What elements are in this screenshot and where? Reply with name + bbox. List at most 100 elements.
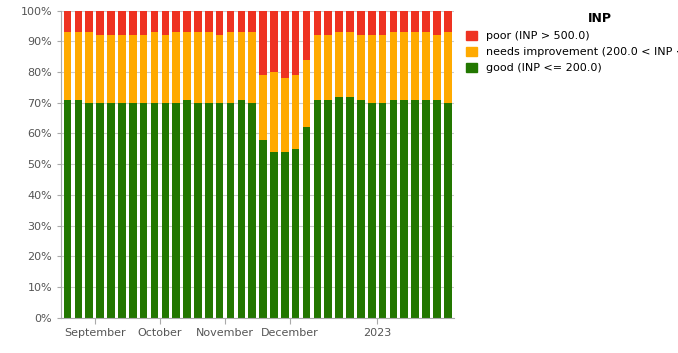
Bar [346, 97, 354, 318]
Bar [314, 100, 321, 318]
Bar [226, 32, 235, 103]
Bar [96, 103, 104, 318]
Bar [140, 35, 147, 103]
Bar [336, 11, 343, 32]
Bar [422, 11, 430, 32]
Bar [129, 11, 136, 35]
Bar [292, 149, 300, 318]
Bar [161, 11, 169, 35]
Bar [259, 139, 267, 318]
Bar [85, 32, 93, 103]
Bar [237, 32, 245, 100]
Bar [401, 100, 408, 318]
Bar [433, 11, 441, 35]
Bar [85, 103, 93, 318]
Bar [151, 103, 158, 318]
Bar [205, 103, 213, 318]
Bar [390, 32, 397, 100]
Bar [281, 152, 289, 318]
Bar [96, 35, 104, 103]
Bar [151, 11, 158, 32]
Bar [172, 11, 180, 32]
Bar [161, 35, 169, 103]
Bar [64, 11, 71, 32]
Bar [379, 35, 386, 103]
Bar [118, 35, 125, 103]
Bar [281, 78, 289, 152]
Bar [161, 103, 169, 318]
Bar [401, 11, 408, 32]
Bar [412, 11, 419, 32]
Bar [325, 11, 332, 35]
Bar [357, 100, 365, 318]
Bar [390, 11, 397, 32]
Bar [129, 35, 136, 103]
Bar [292, 75, 300, 149]
Bar [85, 11, 93, 32]
Bar [259, 11, 267, 75]
Bar [129, 103, 136, 318]
Bar [140, 103, 147, 318]
Bar [183, 100, 191, 318]
Bar [302, 11, 311, 60]
Bar [314, 35, 321, 100]
Bar [205, 32, 213, 103]
Bar [194, 11, 201, 32]
Bar [390, 100, 397, 318]
Bar [237, 11, 245, 32]
Bar [336, 97, 343, 318]
Bar [357, 11, 365, 35]
Bar [346, 32, 354, 97]
Legend: poor (INP > 500.0), needs improvement (200.0 < INP <= 500.0), good (INP <= 200.0: poor (INP > 500.0), needs improvement (2… [464, 10, 678, 76]
Bar [314, 11, 321, 35]
Bar [325, 35, 332, 100]
Bar [325, 100, 332, 318]
Bar [401, 32, 408, 100]
Bar [270, 11, 278, 72]
Bar [194, 103, 201, 318]
Bar [259, 75, 267, 139]
Bar [216, 11, 224, 35]
Bar [237, 100, 245, 318]
Bar [433, 35, 441, 100]
Bar [346, 11, 354, 32]
Bar [226, 103, 235, 318]
Bar [444, 11, 452, 32]
Bar [368, 103, 376, 318]
Bar [412, 32, 419, 100]
Bar [368, 35, 376, 103]
Bar [151, 32, 158, 103]
Bar [75, 100, 82, 318]
Bar [118, 11, 125, 35]
Bar [183, 32, 191, 100]
Bar [64, 100, 71, 318]
Bar [216, 35, 224, 103]
Bar [107, 11, 115, 35]
Bar [422, 32, 430, 100]
Bar [205, 11, 213, 32]
Bar [422, 100, 430, 318]
Bar [379, 103, 386, 318]
Bar [270, 152, 278, 318]
Bar [248, 11, 256, 32]
Bar [336, 32, 343, 97]
Bar [172, 32, 180, 103]
Bar [281, 11, 289, 78]
Bar [216, 103, 224, 318]
Bar [172, 103, 180, 318]
Bar [368, 11, 376, 35]
Bar [444, 103, 452, 318]
Bar [194, 32, 201, 103]
Bar [183, 11, 191, 32]
Bar [357, 35, 365, 100]
Bar [248, 103, 256, 318]
Bar [226, 11, 235, 32]
Bar [96, 11, 104, 35]
Bar [270, 72, 278, 152]
Bar [379, 11, 386, 35]
Bar [433, 100, 441, 318]
Bar [64, 32, 71, 100]
Bar [302, 127, 311, 318]
Bar [140, 11, 147, 35]
Bar [302, 60, 311, 127]
